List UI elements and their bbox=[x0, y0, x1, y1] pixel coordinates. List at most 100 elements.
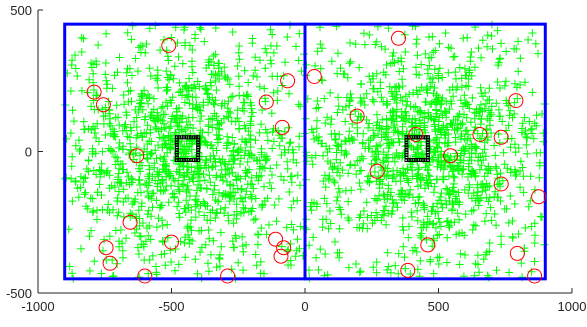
cross-marker bbox=[227, 117, 236, 126]
cross-marker bbox=[332, 155, 341, 164]
cross-marker bbox=[220, 159, 229, 168]
cross-marker bbox=[483, 42, 492, 51]
cross-marker bbox=[518, 124, 526, 133]
cross-marker bbox=[134, 250, 143, 258]
cross-marker bbox=[506, 168, 515, 177]
x-tick-label: 1000 bbox=[558, 299, 587, 314]
cross-marker bbox=[401, 48, 410, 56]
circle-marker bbox=[420, 237, 436, 253]
cross-marker bbox=[337, 210, 346, 219]
cross-marker bbox=[245, 151, 254, 160]
cross-marker bbox=[92, 57, 101, 66]
cross-marker bbox=[292, 246, 301, 255]
cross-marker bbox=[430, 65, 439, 74]
cross-marker bbox=[66, 129, 75, 138]
cross-marker bbox=[188, 46, 197, 54]
cross-marker bbox=[336, 205, 345, 214]
circle-marker bbox=[280, 73, 296, 89]
cross-marker bbox=[470, 63, 479, 72]
cross-marker bbox=[351, 40, 360, 49]
circle-marker bbox=[391, 30, 406, 46]
cross-marker bbox=[389, 111, 398, 120]
cross-marker bbox=[528, 88, 537, 97]
cross-marker bbox=[399, 226, 408, 235]
cross-marker bbox=[500, 81, 509, 90]
cross-marker bbox=[415, 107, 424, 116]
cross-marker bbox=[184, 92, 193, 101]
cross-marker bbox=[477, 115, 486, 124]
cross-marker bbox=[121, 120, 130, 129]
cross-marker bbox=[369, 126, 378, 135]
cross-marker bbox=[103, 80, 112, 89]
cross-marker bbox=[213, 121, 222, 129]
cross-marker bbox=[285, 188, 294, 196]
cross-marker bbox=[237, 185, 246, 194]
cross-marker bbox=[356, 185, 365, 194]
cross-marker bbox=[178, 180, 187, 189]
cross-marker bbox=[223, 177, 231, 186]
cross-marker bbox=[272, 217, 281, 226]
cross-marker bbox=[433, 143, 442, 151]
cross-marker bbox=[370, 97, 378, 106]
cross-marker bbox=[403, 97, 412, 106]
cross-marker bbox=[119, 142, 128, 151]
cross-marker bbox=[252, 156, 261, 165]
cross-marker bbox=[109, 147, 117, 156]
cross-marker bbox=[372, 258, 381, 267]
cross-marker bbox=[323, 113, 332, 122]
cross-marker bbox=[241, 204, 250, 213]
cross-marker bbox=[101, 59, 110, 67]
cross-marker bbox=[266, 56, 275, 65]
cross-marker bbox=[438, 73, 447, 82]
cross-marker bbox=[448, 121, 457, 130]
cross-marker bbox=[206, 250, 215, 259]
cross-marker bbox=[343, 73, 352, 82]
cross-marker bbox=[481, 186, 490, 195]
square-marker bbox=[416, 135, 421, 140]
cross-marker bbox=[447, 218, 456, 227]
cross-marker bbox=[460, 231, 469, 240]
cross-marker bbox=[314, 265, 323, 274]
cross-marker bbox=[435, 253, 444, 262]
cross-marker bbox=[437, 107, 445, 116]
cross-marker bbox=[75, 136, 83, 145]
cross-marker bbox=[492, 266, 501, 275]
cross-marker bbox=[474, 260, 482, 269]
cross-marker bbox=[296, 181, 304, 190]
cross-marker bbox=[468, 143, 477, 152]
cross-marker bbox=[249, 71, 258, 80]
cross-marker bbox=[332, 196, 341, 205]
cross-marker bbox=[89, 96, 98, 105]
cross-marker bbox=[241, 146, 250, 155]
cross-marker bbox=[263, 154, 272, 163]
cross-marker bbox=[98, 147, 107, 156]
cross-marker bbox=[338, 166, 347, 174]
cross-marker bbox=[468, 225, 477, 234]
square-marker bbox=[177, 135, 182, 140]
cross-marker bbox=[528, 29, 537, 37]
cross-marker bbox=[110, 132, 119, 141]
cross-marker bbox=[496, 197, 505, 205]
cross-marker bbox=[371, 194, 379, 203]
cross-marker bbox=[68, 152, 77, 161]
cross-marker bbox=[256, 56, 264, 65]
cross-marker bbox=[481, 152, 490, 161]
cross-marker bbox=[506, 106, 515, 115]
cross-marker bbox=[240, 107, 249, 115]
cross-marker bbox=[274, 194, 283, 203]
cross-marker bbox=[210, 181, 219, 190]
square-marker bbox=[177, 158, 182, 162]
cross-marker bbox=[170, 62, 179, 71]
cross-marker bbox=[344, 216, 353, 225]
square-marker bbox=[414, 158, 418, 162]
cross-marker bbox=[417, 83, 426, 92]
circle-marker bbox=[493, 129, 509, 145]
cross-marker bbox=[89, 86, 98, 94]
cross-marker bbox=[449, 179, 458, 188]
cross-marker bbox=[118, 246, 127, 255]
cross-marker bbox=[295, 29, 304, 38]
cross-marker bbox=[327, 57, 336, 66]
cross-marker bbox=[236, 160, 244, 168]
cross-marker bbox=[234, 48, 243, 57]
cross-marker bbox=[461, 210, 470, 219]
